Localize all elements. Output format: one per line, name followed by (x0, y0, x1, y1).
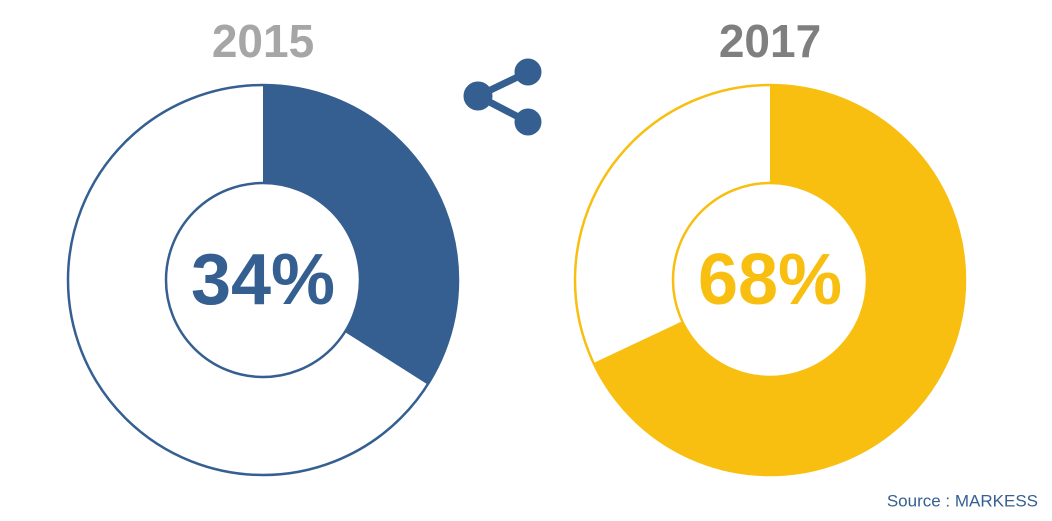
ring-hole (164, 181, 362, 379)
value-label: 68% (698, 240, 842, 320)
chart-title: 2017 (719, 15, 821, 67)
value-label: 34% (191, 240, 335, 320)
donut-segment (593, 85, 965, 475)
share-icon (463, 58, 542, 136)
ring-hole (671, 181, 869, 379)
chart-title: 2015 (212, 15, 314, 67)
source: Source : MARKESS (887, 491, 1038, 510)
donut-segment (263, 85, 458, 385)
